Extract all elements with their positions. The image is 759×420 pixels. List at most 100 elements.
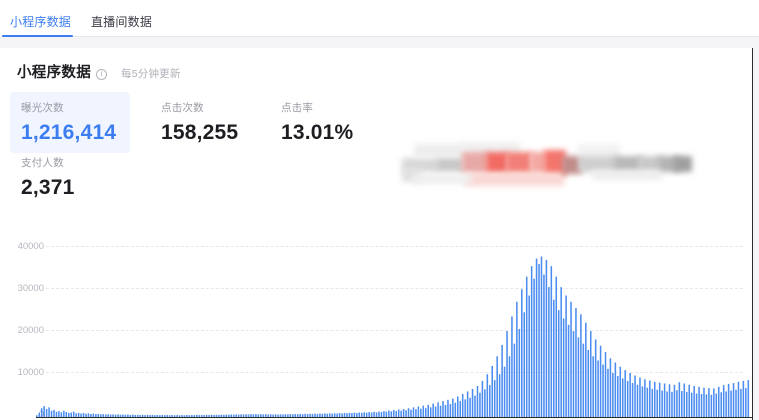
chart-bar[interactable] bbox=[324, 413, 326, 417]
chart-bar[interactable] bbox=[459, 401, 462, 417]
chart-bar[interactable] bbox=[68, 413, 70, 417]
chart-bar[interactable] bbox=[663, 383, 666, 417]
chart-bar[interactable] bbox=[412, 407, 415, 417]
chart-bar[interactable] bbox=[213, 414, 215, 417]
chart-bar[interactable] bbox=[388, 410, 390, 417]
chart-bar[interactable] bbox=[486, 374, 489, 417]
chart-bar[interactable] bbox=[594, 339, 597, 417]
chart-bar[interactable] bbox=[45, 409, 48, 417]
chart-bar[interactable] bbox=[255, 414, 257, 417]
chart-bar[interactable] bbox=[713, 388, 715, 418]
chart-bar[interactable] bbox=[496, 356, 498, 417]
chart-bar[interactable] bbox=[685, 391, 688, 417]
chart-bar[interactable] bbox=[656, 389, 658, 417]
chart-bar[interactable] bbox=[97, 413, 100, 417]
chart-bar[interactable] bbox=[577, 337, 580, 417]
chart-bar[interactable] bbox=[466, 391, 469, 417]
chart-bar[interactable] bbox=[198, 415, 201, 417]
chart-bar[interactable] bbox=[58, 411, 60, 417]
chart-bar[interactable] bbox=[358, 412, 361, 417]
chart-bar[interactable] bbox=[48, 407, 50, 417]
chart-bar[interactable] bbox=[525, 276, 528, 417]
chart-bar[interactable] bbox=[60, 412, 63, 417]
chart-bar[interactable] bbox=[314, 413, 316, 417]
chart-bar[interactable] bbox=[698, 386, 700, 417]
chart-bar[interactable] bbox=[230, 414, 233, 417]
chart-bar[interactable] bbox=[597, 360, 599, 417]
chart-bar[interactable] bbox=[624, 370, 626, 417]
chart-bar[interactable] bbox=[218, 414, 220, 417]
chart-bar[interactable] bbox=[432, 403, 434, 417]
chart-bar[interactable] bbox=[592, 356, 594, 417]
chart-bar[interactable] bbox=[530, 266, 533, 417]
chart-bar[interactable] bbox=[107, 414, 109, 417]
chart-bar[interactable] bbox=[326, 413, 329, 417]
chart-bar[interactable] bbox=[370, 412, 373, 417]
chart-bar[interactable] bbox=[304, 413, 306, 417]
chart-bar[interactable] bbox=[666, 391, 668, 417]
chart-bar[interactable] bbox=[191, 415, 193, 417]
chart-bar[interactable] bbox=[695, 393, 698, 417]
chart-bar[interactable] bbox=[639, 377, 641, 417]
chart-bar[interactable] bbox=[710, 394, 713, 417]
chart-bar[interactable] bbox=[511, 316, 513, 417]
chart-bar[interactable] bbox=[422, 405, 425, 417]
chart-bar[interactable] bbox=[572, 331, 575, 417]
chart-bar[interactable] bbox=[548, 287, 550, 417]
chart-bar[interactable] bbox=[112, 414, 114, 417]
chart-bar[interactable] bbox=[745, 388, 747, 417]
chart-bar[interactable] bbox=[245, 414, 247, 417]
chart-bar[interactable] bbox=[489, 385, 491, 417]
chart-bar[interactable] bbox=[267, 414, 269, 417]
chart-bar[interactable] bbox=[360, 412, 363, 417]
chart-bar[interactable] bbox=[223, 414, 225, 417]
chart-bar[interactable] bbox=[671, 391, 673, 417]
chart-bar[interactable] bbox=[720, 392, 722, 417]
chart-bar[interactable] bbox=[301, 414, 304, 417]
chart-bar[interactable] bbox=[173, 415, 176, 417]
chart-plot-area[interactable] bbox=[36, 241, 750, 417]
chart-bar[interactable] bbox=[40, 408, 43, 417]
chart-bar[interactable] bbox=[405, 410, 407, 417]
chart-bar[interactable] bbox=[373, 411, 375, 417]
chart-bar[interactable] bbox=[63, 410, 65, 417]
chart-bar[interactable] bbox=[92, 413, 95, 417]
chart-bar[interactable] bbox=[681, 391, 683, 417]
chart-bar[interactable] bbox=[400, 410, 402, 417]
chart-bar[interactable] bbox=[730, 390, 732, 417]
chart-bar[interactable] bbox=[658, 382, 661, 417]
chart-bar[interactable] bbox=[649, 380, 651, 417]
chart-bar[interactable] bbox=[151, 414, 154, 417]
chart-bar[interactable] bbox=[252, 414, 255, 417]
chart-bar[interactable] bbox=[228, 414, 230, 417]
chart-bar[interactable] bbox=[272, 414, 274, 417]
chart-bar[interactable] bbox=[331, 413, 333, 417]
chart-bar[interactable] bbox=[673, 384, 676, 417]
chart-bar[interactable] bbox=[200, 414, 203, 417]
chart-bar[interactable] bbox=[166, 415, 169, 417]
chart-bar[interactable] bbox=[397, 409, 400, 417]
chart-bar[interactable] bbox=[70, 412, 72, 417]
chart-bar[interactable] bbox=[343, 412, 346, 417]
chart-bar[interactable] bbox=[417, 406, 420, 417]
chart-bar[interactable] bbox=[410, 409, 412, 417]
chart-bar[interactable] bbox=[279, 414, 282, 417]
chart-bar[interactable] bbox=[104, 414, 107, 417]
chart-bar[interactable] bbox=[242, 414, 245, 417]
chart-bar[interactable] bbox=[220, 414, 223, 417]
chart-bar[interactable] bbox=[132, 414, 134, 417]
chart-bar[interactable] bbox=[646, 387, 649, 417]
chart-bar[interactable] bbox=[383, 411, 385, 417]
chart-bar[interactable] bbox=[742, 380, 745, 417]
chart-bar[interactable] bbox=[277, 414, 279, 417]
chart-bar[interactable] bbox=[614, 362, 617, 417]
chart-bar[interactable] bbox=[705, 394, 708, 417]
chart-bar[interactable] bbox=[528, 295, 530, 417]
chart-bar[interactable] bbox=[565, 295, 567, 417]
chart-bar[interactable] bbox=[550, 266, 553, 417]
chart-bar[interactable] bbox=[196, 414, 198, 417]
chart-bar[interactable] bbox=[363, 412, 365, 417]
chart-bar[interactable] bbox=[119, 414, 122, 417]
chart-bar[interactable] bbox=[668, 384, 671, 417]
chart-bar[interactable] bbox=[232, 414, 235, 417]
